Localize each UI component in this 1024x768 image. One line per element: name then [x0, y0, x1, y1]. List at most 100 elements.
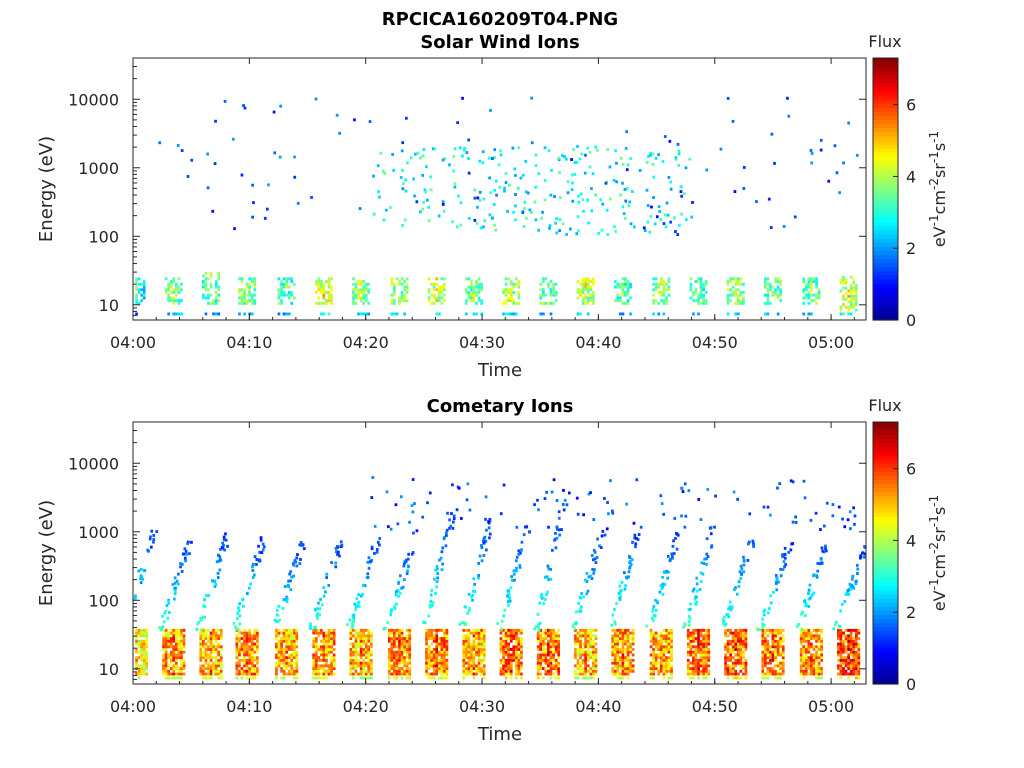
heatmap-cell — [704, 661, 708, 665]
heatmap-cell — [167, 642, 170, 646]
heatmap-cell — [440, 645, 444, 649]
heatmap-cell — [440, 667, 444, 670]
heatmap-cell — [613, 645, 617, 649]
heatmap-cell — [287, 585, 290, 588]
heatmap-cell — [243, 293, 246, 297]
y-tick-label: 10000 — [68, 90, 119, 109]
heatmap-cell — [357, 645, 360, 649]
heatmap-cell — [852, 281, 856, 285]
heatmap-cell — [137, 642, 141, 646]
heatmap-cell — [839, 672, 843, 676]
heatmap-cell — [243, 661, 246, 665]
heatmap-cell — [842, 275, 845, 279]
heatmap-cell — [209, 639, 213, 643]
heatmap-cell — [659, 277, 663, 281]
heatmap-cell — [393, 642, 396, 646]
heatmap-cell — [740, 572, 743, 576]
heatmap-cell — [499, 639, 503, 643]
heatmap-cell — [857, 672, 861, 676]
heatmap-cell — [552, 667, 555, 670]
heatmap-cell — [467, 285, 471, 289]
heatmap-cell — [586, 676, 590, 680]
heatmap-cell — [652, 175, 656, 179]
heatmap-cell — [807, 605, 811, 608]
heatmap-cell — [240, 293, 244, 297]
heatmap-cell — [549, 312, 553, 316]
heatmap-cell — [370, 631, 373, 635]
heatmap-cell — [354, 648, 358, 651]
heatmap-cell — [472, 293, 476, 297]
heatmap-cell — [164, 650, 168, 654]
heatmap-cell — [318, 613, 321, 617]
heatmap-cell — [619, 648, 622, 651]
heatmap-cell — [539, 301, 543, 305]
heatmap-cell — [141, 577, 145, 581]
heatmap-cell — [557, 650, 560, 654]
heatmap-cell — [837, 631, 840, 635]
heatmap-cell — [563, 498, 567, 502]
heatmap-cell — [604, 181, 608, 185]
heatmap-cell — [689, 672, 693, 676]
heatmap-cell — [140, 288, 143, 292]
heatmap-cell — [844, 669, 848, 673]
heatmap-cell — [616, 637, 620, 640]
heatmap-cell — [699, 285, 703, 289]
heatmap-cell — [589, 639, 593, 643]
heatmap-cell — [579, 645, 582, 649]
heatmap-cell — [761, 669, 765, 673]
heatmap-cell — [680, 486, 684, 490]
heatmap-cell — [314, 661, 318, 665]
heatmap-cell — [776, 664, 780, 668]
heatmap-cell — [819, 138, 823, 142]
heatmap-cell — [820, 676, 823, 680]
heatmap-cell — [179, 562, 182, 565]
heatmap-cell — [576, 296, 580, 300]
heatmap-cell — [807, 642, 811, 646]
units-superscript: -1 — [927, 151, 941, 163]
heatmap-cell — [427, 661, 431, 665]
heatmap-cell — [137, 631, 141, 635]
heatmap-cell — [766, 656, 770, 660]
heatmap-cell — [515, 566, 518, 570]
heatmap-cell — [536, 658, 540, 662]
heatmap-cell — [852, 506, 855, 510]
heatmap-cell — [287, 672, 291, 676]
heatmap-cell — [549, 577, 552, 581]
heatmap-cell — [362, 658, 365, 662]
heatmap-cell — [169, 285, 173, 289]
heatmap-cell — [509, 299, 513, 303]
heatmap-cell — [611, 613, 615, 617]
heatmap-cell — [387, 676, 391, 680]
heatmap-cell — [408, 667, 412, 670]
heatmap-cell — [390, 648, 394, 651]
heatmap-cell — [427, 676, 431, 680]
heatmap-cell — [235, 661, 239, 665]
heatmap-cell — [815, 575, 819, 579]
heatmap-cell — [844, 650, 848, 654]
heatmap-cell — [605, 208, 609, 212]
heatmap-cell — [293, 175, 297, 179]
heatmap-cell — [704, 299, 708, 303]
heatmap-cell — [367, 634, 371, 638]
heatmap-cell — [742, 653, 745, 657]
heatmap-cell — [152, 538, 156, 541]
heatmap-cell — [633, 533, 637, 537]
heatmap-cell — [407, 565, 410, 569]
heatmap-cell — [248, 288, 251, 292]
heatmap-cell — [587, 575, 591, 579]
heatmap-cell — [142, 648, 146, 651]
heatmap-cell — [476, 196, 480, 200]
heatmap-cell — [517, 669, 521, 673]
heatmap-cell — [357, 664, 360, 668]
heatmap-cell — [432, 664, 436, 668]
heatmap-cell — [412, 531, 415, 535]
heatmap-cell — [854, 639, 858, 643]
heatmap-cell — [574, 672, 577, 676]
heatmap-cell — [804, 669, 808, 673]
heatmap-cell — [536, 664, 540, 668]
heatmap-cell — [807, 661, 811, 665]
heatmap-cell — [807, 293, 811, 297]
heatmap-cell — [584, 667, 587, 670]
heatmap-cell — [352, 658, 355, 662]
heatmap-cell — [672, 539, 675, 543]
